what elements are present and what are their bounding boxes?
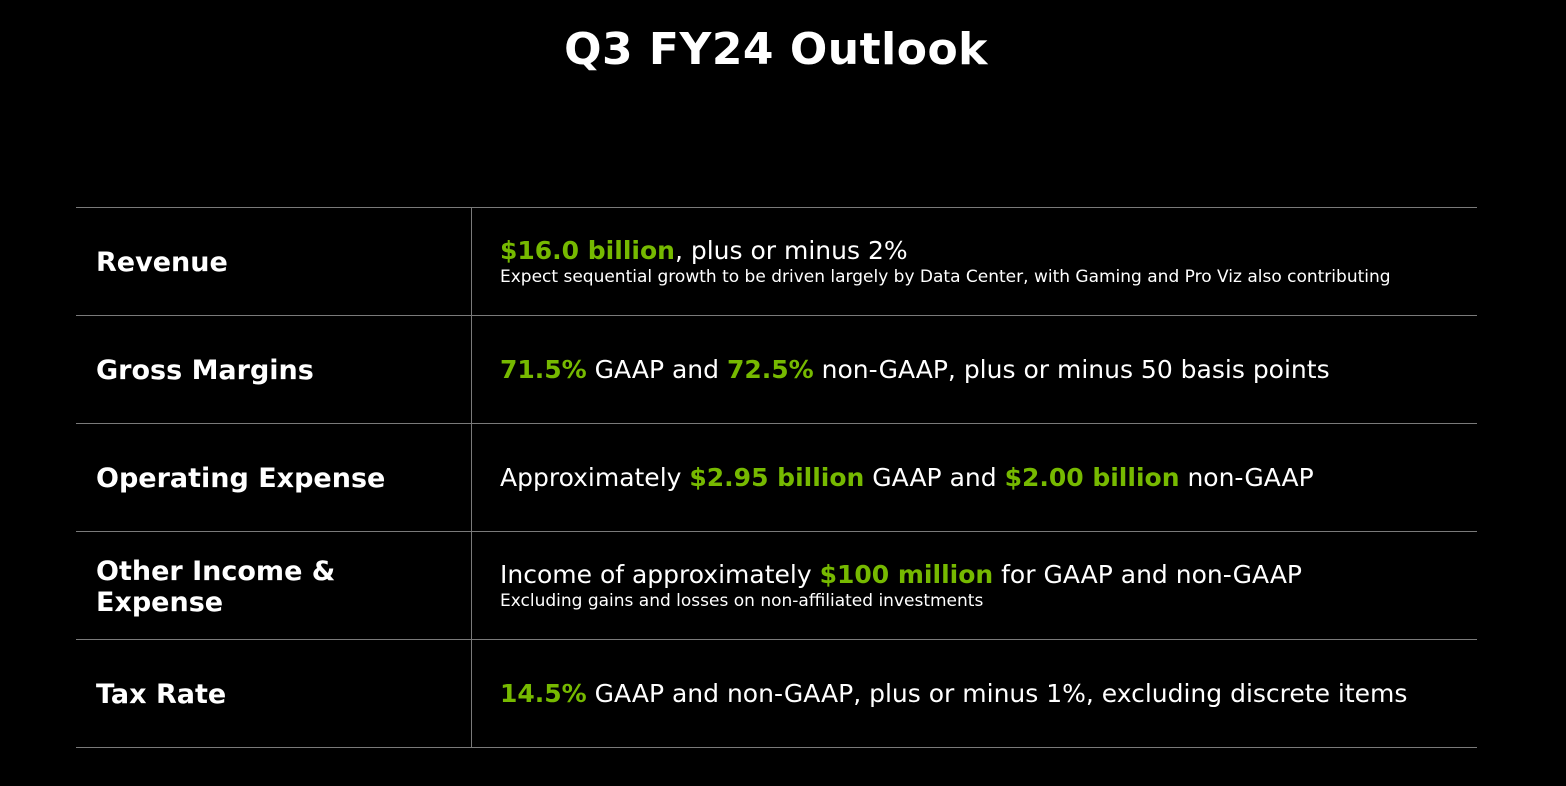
table-row-tax-rate: Tax Rate 14.5% GAAP and non-GAAP, plus o…: [76, 640, 1477, 748]
row-value-revenue: $16.0 billion, plus or minus 2% Expect s…: [472, 208, 1477, 315]
row-label-gross-margins: Gross Margins: [76, 316, 472, 423]
table-row-revenue: Revenue $16.0 billion, plus or minus 2% …: [76, 208, 1477, 316]
row-label-operating-expense: Operating Expense: [76, 424, 472, 531]
page-title: Q3 FY24 Outlook: [564, 24, 988, 75]
value-text: non-GAAP: [1179, 462, 1314, 492]
row-value-gross-margins: 71.5% GAAP and 72.5% non-GAAP, plus or m…: [472, 316, 1477, 423]
value-note: Expect sequential growth to be driven la…: [500, 266, 1391, 287]
outlook-table: Revenue $16.0 billion, plus or minus 2% …: [76, 207, 1477, 748]
row-value-tax-rate: 14.5% GAAP and non-GAAP, plus or minus 1…: [472, 640, 1477, 747]
row-value-other-income-expense: Income of approximately $100 million for…: [472, 532, 1477, 639]
row-label-other-income-expense: Other Income & Expense: [76, 532, 472, 639]
value-text: GAAP and non-GAAP, plus or minus 1%, exc…: [586, 678, 1408, 708]
highlight-value: $16.0 billion: [500, 235, 675, 265]
value-main-line: 14.5% GAAP and non-GAAP, plus or minus 1…: [500, 679, 1477, 709]
value-text: , plus or minus 2%: [674, 235, 908, 265]
value-text: for GAAP and non-GAAP: [993, 559, 1303, 589]
value-main-line: $16.0 billion, plus or minus 2%: [500, 236, 1477, 266]
table-row-other-income-expense: Other Income & Expense Income of approxi…: [76, 532, 1477, 640]
row-label-revenue: Revenue: [76, 208, 472, 315]
highlight-value: 71.5%: [500, 354, 587, 384]
highlight-value: $2.95 billion: [689, 462, 865, 492]
value-main-line: Approximately $2.95 billion GAAP and $2.…: [500, 463, 1477, 493]
highlight-value: $100 million: [819, 559, 994, 589]
table-row-gross-margins: Gross Margins 71.5% GAAP and 72.5% non-G…: [76, 316, 1477, 424]
value-text: GAAP and: [864, 462, 1005, 492]
highlight-value: 14.5%: [500, 678, 587, 708]
value-text: Approximately: [500, 462, 690, 492]
value-text: Income of approximately: [500, 559, 820, 589]
row-label-tax-rate: Tax Rate: [76, 640, 472, 747]
table-row-operating-expense: Operating Expense Approximately $2.95 bi…: [76, 424, 1477, 532]
highlight-value: $2.00 billion: [1004, 462, 1180, 492]
value-main-line: 71.5% GAAP and 72.5% non-GAAP, plus or m…: [500, 355, 1477, 385]
highlight-value: 72.5%: [726, 354, 814, 384]
value-main-line: Income of approximately $100 million for…: [500, 560, 1477, 590]
value-note: Excluding gains and losses on non-affili…: [500, 590, 984, 611]
value-text: non-GAAP, plus or minus 50 basis points: [813, 354, 1330, 384]
value-text: GAAP and: [586, 354, 727, 384]
row-value-operating-expense: Approximately $2.95 billion GAAP and $2.…: [472, 424, 1477, 531]
